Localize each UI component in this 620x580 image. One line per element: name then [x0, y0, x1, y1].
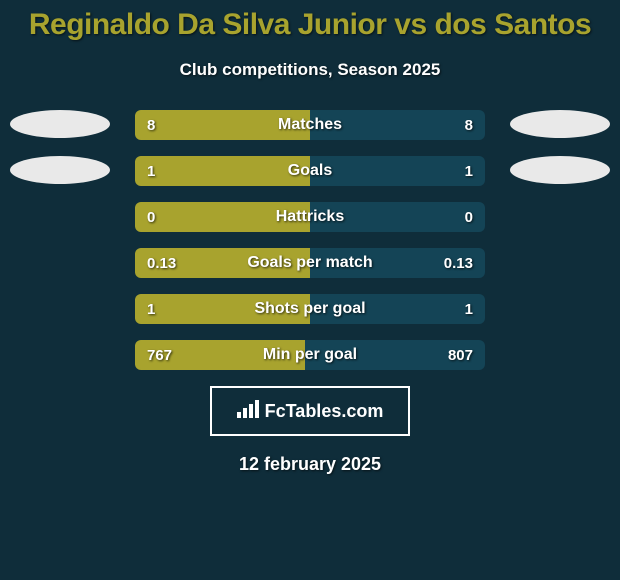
- stat-label: Goals per match: [135, 248, 485, 278]
- subtitle: Club competitions, Season 2025: [0, 60, 620, 80]
- stat-row: 88Matches: [135, 110, 485, 140]
- date-text: 12 february 2025: [0, 454, 620, 475]
- comparison-infographic: Reginaldo Da Silva Junior vs dos Santos …: [0, 0, 620, 580]
- stat-label: Goals: [135, 156, 485, 186]
- stats-area: 88Matches 11Goals 00Hattricks 0.130.13Goals…: [0, 110, 620, 475]
- stat-label: Matches: [135, 110, 485, 140]
- brand-text: FcTables.com: [265, 401, 384, 422]
- stat-label: Shots per goal: [135, 294, 485, 324]
- stat-row: 0.130.13Goals per match: [135, 248, 485, 278]
- player-ellipse-left: [10, 156, 110, 184]
- player-ellipse-left: [10, 110, 110, 138]
- chart-icon: [237, 400, 259, 423]
- stat-label: Min per goal: [135, 340, 485, 370]
- stat-row: 11Shots per goal: [135, 294, 485, 324]
- page-title: Reginaldo Da Silva Junior vs dos Santos: [0, 0, 620, 42]
- player-ellipse-right: [510, 156, 610, 184]
- stat-label: Hattricks: [135, 202, 485, 232]
- player-ellipse-right: [510, 110, 610, 138]
- stat-row: 767807Min per goal: [135, 340, 485, 370]
- stat-row: 00Hattricks: [135, 202, 485, 232]
- stat-rows: 88Matches 11Goals 00Hattricks 0.130.13Goals…: [135, 110, 485, 370]
- brand-box: FcTables.com: [210, 386, 410, 436]
- stat-row: 11Goals: [135, 156, 485, 186]
